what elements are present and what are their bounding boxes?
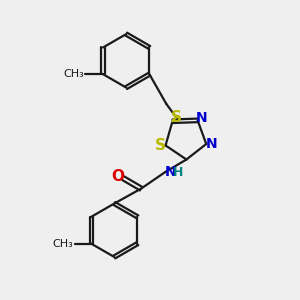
Text: N: N [164,165,176,179]
Text: CH₃: CH₃ [63,69,84,79]
Text: S: S [155,138,166,153]
Text: H: H [173,167,183,179]
Text: S: S [171,110,182,125]
Text: CH₃: CH₃ [52,238,73,249]
Text: O: O [111,169,124,184]
Text: N: N [206,137,218,151]
Text: N: N [195,111,207,125]
